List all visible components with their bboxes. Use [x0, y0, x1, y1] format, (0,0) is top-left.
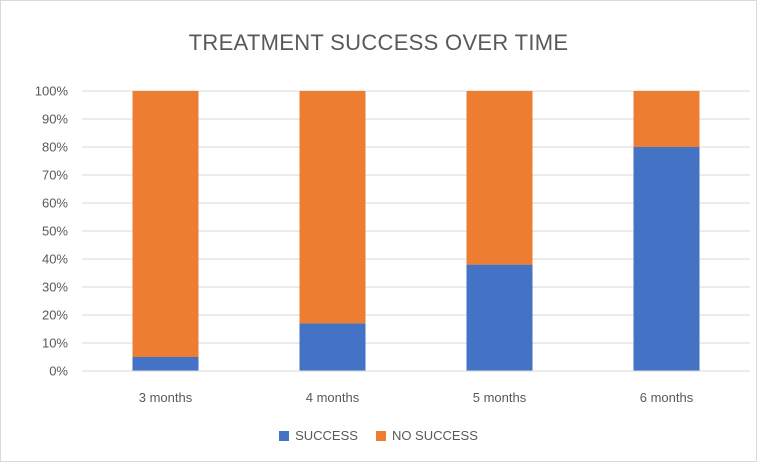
bar-success-2 — [299, 323, 366, 371]
y-tick-label: 80% — [42, 140, 68, 155]
bar-success-3 — [466, 264, 533, 371]
x-tick-label: 4 months — [306, 390, 360, 405]
legend-swatch-success — [279, 430, 290, 441]
x-tick-label: 5 months — [473, 390, 527, 405]
legend-label-no-success: NO SUCCESS — [391, 428, 478, 443]
y-tick-label: 10% — [42, 336, 68, 351]
legend-label-success: SUCCESS — [295, 428, 358, 443]
y-tick-label: 90% — [42, 112, 68, 127]
legend-item-success: SUCCESS — [279, 428, 358, 443]
legend-swatch-no-success — [375, 430, 386, 441]
y-tick-label: 0% — [49, 364, 68, 379]
bar-no-success-3 — [466, 91, 533, 265]
bar-no-success-2 — [299, 91, 366, 324]
chart-legend: SUCCESS NO SUCCESS — [0, 428, 757, 443]
bar-success-4 — [633, 147, 700, 371]
x-tick-label: 3 months — [139, 390, 193, 405]
chart-title: TREATMENT SUCCESS OVER TIME — [188, 30, 569, 55]
bar-no-success-1 — [132, 91, 199, 357]
y-tick-label: 70% — [42, 168, 68, 183]
x-tick-label: 6 months — [640, 390, 694, 405]
bar-success-1 — [132, 357, 199, 371]
y-tick-label: 20% — [42, 308, 68, 323]
legend-item-no-success: NO SUCCESS — [375, 428, 478, 443]
y-tick-label: 30% — [42, 280, 68, 295]
y-tick-label: 40% — [42, 252, 68, 267]
y-tick-label: 100% — [35, 84, 69, 99]
y-tick-label: 60% — [42, 196, 68, 211]
bar-no-success-4 — [633, 91, 700, 147]
y-tick-label: 50% — [42, 224, 68, 239]
